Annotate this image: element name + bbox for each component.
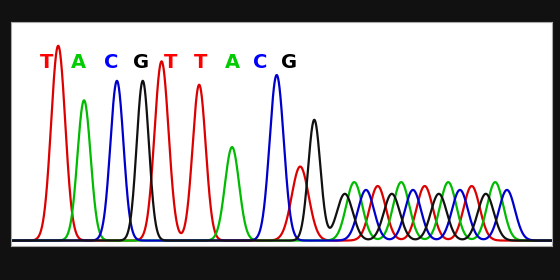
Text: G: G	[133, 53, 149, 72]
Text: A: A	[225, 53, 240, 72]
Text: C: C	[104, 53, 118, 72]
Text: T: T	[40, 53, 53, 72]
Text: T: T	[194, 53, 207, 72]
Text: G: G	[282, 53, 297, 72]
Text: C: C	[253, 53, 267, 72]
Text: T: T	[164, 53, 178, 72]
Text: A: A	[71, 53, 86, 72]
